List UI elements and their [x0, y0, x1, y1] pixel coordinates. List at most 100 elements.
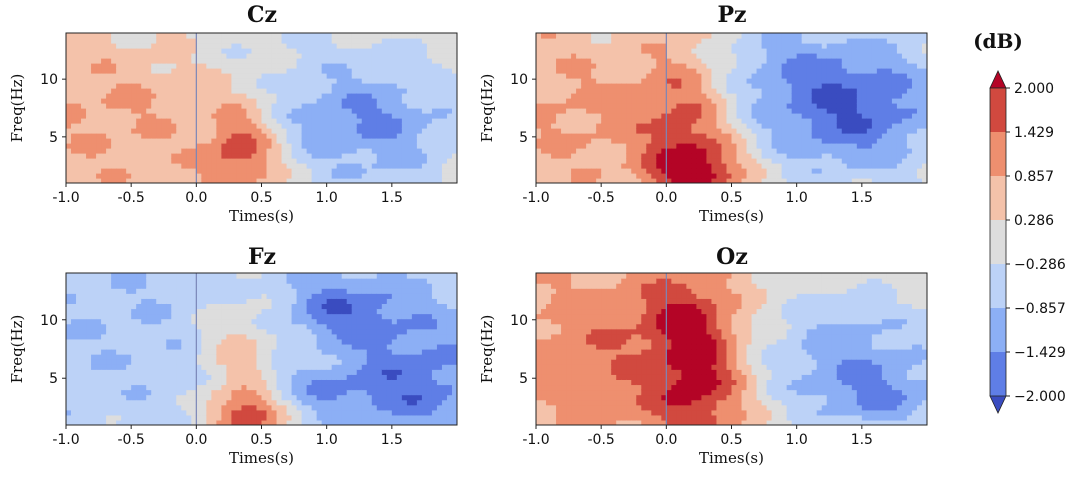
heatmap-cell [806, 43, 813, 49]
heatmap-cell [881, 33, 888, 39]
heatmap-cell [316, 68, 323, 74]
heatmap-cell [131, 103, 137, 109]
heatmap-cell [681, 73, 687, 79]
heatmap-cell [271, 133, 278, 139]
heatmap-cell [661, 178, 667, 183]
heatmap-cell [646, 118, 652, 124]
heatmap-cell [121, 163, 127, 169]
heatmap-cell [91, 343, 97, 350]
heatmap-cell [631, 128, 637, 134]
heatmap-cell [841, 133, 848, 139]
heatmap-cell [96, 379, 102, 386]
heatmap-cell [591, 103, 597, 109]
heatmap-cell [641, 118, 647, 124]
heatmap-cell [371, 153, 378, 159]
heatmap-cell [201, 33, 207, 39]
heatmap-cell [576, 113, 582, 119]
heatmap-cell [151, 43, 157, 49]
heatmap-cell [91, 113, 97, 119]
heatmap-cell [566, 113, 572, 119]
heatmap-cell [801, 103, 808, 109]
heatmap-cell [896, 148, 903, 154]
heatmap-cell [91, 323, 97, 330]
heatmap-cell [226, 123, 233, 129]
heatmap-cell [246, 173, 253, 179]
x-tick-label: -1.0 [522, 190, 549, 206]
heatmap-cell [896, 83, 903, 89]
heatmap-cell [171, 73, 177, 79]
heatmap-cell [156, 178, 162, 183]
heatmap-cell [576, 103, 582, 109]
heatmap-cell [291, 158, 298, 164]
heatmap-cell [401, 178, 408, 183]
heatmap-cell [221, 63, 228, 69]
heatmap-cell [811, 123, 818, 129]
heatmap-cell [356, 88, 363, 94]
heatmap-cell [121, 58, 127, 64]
heatmap-cell [876, 108, 883, 114]
heatmap-cell [806, 38, 813, 44]
heatmap-cell [416, 53, 423, 59]
heatmap-cell [311, 158, 318, 164]
heatmap-cell [81, 48, 87, 54]
heatmap-cell [446, 63, 453, 69]
heatmap-cell [91, 389, 97, 396]
heatmap-cell [81, 148, 87, 154]
heatmap-cell [91, 298, 97, 304]
heatmap-cell [811, 53, 818, 59]
heatmap-cell [126, 173, 132, 179]
heatmap-cell [426, 43, 433, 49]
heatmap-cell [681, 123, 687, 129]
heatmap-cell [251, 93, 258, 99]
heatmap-cell [386, 73, 393, 79]
heatmap-cell [81, 293, 87, 299]
heatmap-cell [571, 63, 577, 69]
heatmap-cell [571, 48, 577, 54]
heatmap-cell [356, 153, 363, 159]
heatmap-cell [891, 98, 898, 104]
heatmap-cell [261, 88, 268, 94]
heatmap-cell [761, 88, 768, 94]
heatmap-cell [906, 98, 913, 104]
heatmap-cell [286, 113, 293, 119]
heatmap-cell [381, 123, 388, 129]
heatmap-cell [76, 83, 82, 89]
heatmap-cell [716, 108, 723, 114]
heatmap-cell [191, 93, 197, 99]
heatmap-cell [686, 83, 692, 89]
heatmap-cell [176, 123, 182, 129]
heatmap-cell [351, 98, 358, 104]
heatmap-cell [91, 108, 97, 114]
heatmap-cell [841, 138, 848, 144]
heatmap-cell [201, 83, 207, 89]
heatmap-cell [271, 138, 278, 144]
heatmap-cell [656, 63, 662, 69]
heatmap-cell [711, 78, 718, 84]
heatmap-cell [806, 158, 813, 164]
heatmap-cell [691, 38, 698, 44]
heatmap-cell [271, 78, 278, 84]
heatmap-cell [716, 63, 723, 69]
heatmap-cell [401, 93, 408, 99]
heatmap-cell [106, 354, 112, 360]
heatmap-cell [261, 73, 268, 79]
heatmap-cell [811, 143, 818, 149]
heatmap-cell [236, 93, 243, 99]
heatmap-cell [181, 88, 187, 94]
heatmap-cell [416, 138, 423, 144]
heatmap-cell [136, 153, 142, 159]
heatmap-cell [586, 123, 592, 129]
heatmap-cell [146, 48, 152, 54]
heatmap-cell [71, 173, 77, 179]
heatmap-cell [801, 68, 808, 74]
heatmap-cell [386, 133, 393, 139]
heatmap-cell [871, 73, 878, 79]
heatmap-cell [266, 53, 273, 59]
heatmap-cell [231, 103, 238, 109]
heatmap-cell [661, 93, 667, 99]
heatmap-cell [86, 138, 92, 144]
heatmap-cell [271, 143, 278, 149]
heatmap-cell [721, 148, 728, 154]
heatmap-cell [246, 108, 253, 114]
heatmap-cell [776, 53, 783, 59]
